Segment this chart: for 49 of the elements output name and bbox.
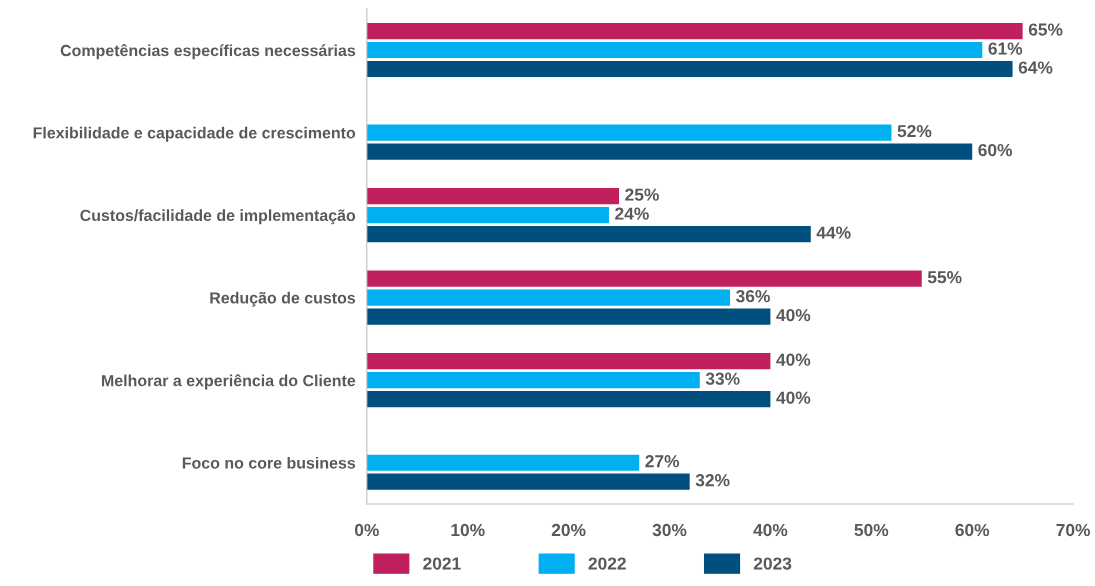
data-label: 32%	[695, 474, 730, 487]
y-tick-label: Foco no core business	[182, 456, 356, 469]
data-label: 44%	[816, 226, 851, 239]
bar	[366, 270, 922, 287]
x-tick-label: 10%	[451, 523, 485, 537]
bar	[366, 143, 973, 160]
bar	[366, 454, 640, 471]
y-tick-label: Competências específicas necessárias	[60, 44, 356, 60]
bar	[366, 308, 771, 325]
data-label: 36%	[736, 290, 770, 303]
bar	[366, 372, 700, 389]
bar	[366, 289, 731, 306]
x-tick-label: 30%	[652, 523, 687, 537]
x-tick-label: 70%	[1056, 523, 1091, 537]
bar	[366, 124, 892, 141]
data-label: 52%	[897, 124, 932, 138]
bar	[366, 60, 1013, 78]
bar	[366, 41, 983, 59]
y-tick-label: Redução de custos	[210, 291, 356, 307]
data-label: 61%	[988, 42, 1023, 55]
bar	[366, 207, 609, 224]
data-label: 65%	[1028, 23, 1063, 36]
legend-label: 2023	[753, 557, 792, 570]
data-label: 64%	[1018, 61, 1053, 74]
data-label: 27%	[645, 455, 680, 468]
bar	[366, 353, 771, 370]
x-tick-label: 40%	[753, 523, 788, 537]
data-label: 55%	[927, 271, 962, 284]
legend-label: 2021	[423, 557, 461, 570]
bar	[366, 23, 1023, 40]
bar	[366, 188, 620, 205]
data-label: 24%	[615, 207, 649, 220]
x-tick-label: 60%	[955, 523, 990, 537]
bar	[366, 391, 771, 408]
x-tick-label: 50%	[854, 523, 889, 537]
y-tick-label: Melhorar a experiência do Cliente	[102, 374, 356, 390]
data-label: 25%	[625, 188, 659, 201]
data-label: 33%	[705, 372, 740, 385]
y-tick-label: Custos/facilidade de implementação	[80, 209, 356, 225]
data-label: 40%	[776, 391, 811, 404]
x-tick-label: 0%	[354, 523, 379, 537]
data-label: 60%	[978, 143, 1013, 157]
data-label: 40%	[776, 353, 811, 366]
data-label: 40%	[776, 308, 811, 322]
legend-label: 2022	[588, 557, 626, 570]
bar	[366, 473, 690, 490]
bar	[366, 226, 811, 243]
y-tick-label: Flexibilidade e capacidade de crescimento	[33, 126, 356, 142]
x-tick-label: 20%	[551, 523, 586, 537]
